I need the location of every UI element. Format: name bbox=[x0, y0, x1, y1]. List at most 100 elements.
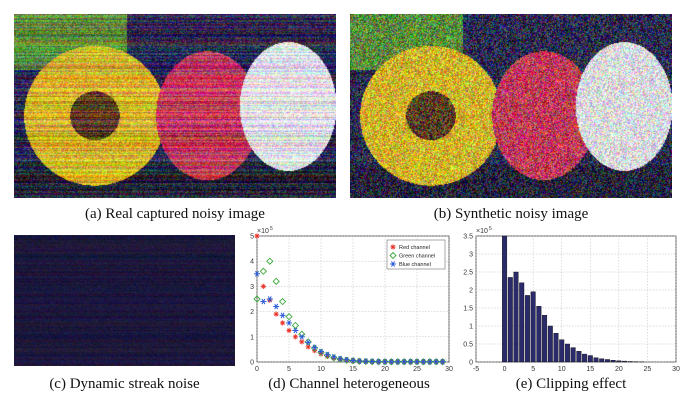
data-point bbox=[420, 358, 427, 365]
data-point bbox=[280, 320, 286, 326]
caption-d: (d) Channel heterogeneous bbox=[268, 376, 430, 392]
data-point bbox=[285, 313, 293, 321]
data-point bbox=[400, 358, 408, 366]
data-point bbox=[254, 233, 260, 239]
data-point bbox=[394, 358, 402, 366]
data-point bbox=[413, 358, 421, 366]
y-multiplier-exponent: 5 bbox=[489, 226, 492, 232]
histogram-bar bbox=[627, 361, 633, 363]
histogram-bar bbox=[513, 271, 519, 363]
data-point bbox=[362, 358, 369, 365]
data-point bbox=[356, 358, 363, 364]
histogram-bar bbox=[524, 295, 530, 363]
histogram-bar bbox=[502, 235, 508, 363]
histogram-bar bbox=[547, 325, 553, 363]
data-point bbox=[273, 303, 280, 310]
histogram-bar bbox=[582, 353, 588, 363]
data-point bbox=[292, 327, 299, 334]
x-tick-label: 30 bbox=[445, 366, 453, 373]
y-multiplier-label: ×10 bbox=[476, 228, 488, 235]
data-point bbox=[350, 357, 356, 364]
data-point bbox=[369, 358, 376, 365]
y-tick-label: 3.5 bbox=[463, 234, 473, 241]
y-multiplier-label: ×10 bbox=[257, 228, 269, 235]
streak-noise-image bbox=[14, 235, 235, 366]
clipping-effect-plot: -5 0 5 10 15 20 25 30 0 0.5 1 1.5 2 2.5 3 3.5 ×10 5 bbox=[460, 226, 682, 374]
data-point bbox=[330, 354, 337, 360]
data-point bbox=[389, 251, 397, 260]
data-point bbox=[438, 358, 447, 366]
data-point bbox=[305, 339, 312, 346]
data-point bbox=[254, 270, 260, 277]
x-tick-label: 20 bbox=[615, 366, 623, 373]
legend-entry: Red channel bbox=[399, 245, 430, 251]
channel-heterogeneous-plot: 0 5 10 15 20 25 30 0 1 2 3 4 5 ×10 5 Red channel Green c… bbox=[243, 226, 455, 374]
y-tick-label: 0 bbox=[469, 360, 473, 367]
y-tick-label: 3 bbox=[469, 252, 473, 259]
histogram-bar bbox=[530, 291, 536, 363]
data-point bbox=[291, 321, 300, 330]
data-point bbox=[433, 358, 440, 365]
x-tick-label: 15 bbox=[586, 366, 594, 373]
x-tick-label: -5 bbox=[473, 366, 479, 373]
histogram-bar bbox=[570, 347, 576, 363]
y-tick-label: 2.5 bbox=[463, 270, 473, 277]
histogram-bar bbox=[610, 359, 616, 363]
data-point bbox=[401, 358, 408, 365]
data-point bbox=[260, 283, 266, 289]
data-point bbox=[426, 358, 433, 365]
histogram-bar bbox=[553, 332, 559, 363]
data-point bbox=[292, 334, 298, 340]
data-point bbox=[279, 312, 286, 319]
data-point bbox=[299, 339, 305, 345]
synthetic-noisy-image bbox=[350, 14, 672, 198]
data-point bbox=[394, 358, 401, 365]
data-point bbox=[426, 358, 434, 366]
data-point bbox=[432, 358, 440, 366]
data-point bbox=[390, 244, 396, 250]
data-point bbox=[304, 338, 312, 346]
data-point bbox=[286, 327, 292, 334]
data-point bbox=[343, 356, 350, 363]
data-point bbox=[337, 355, 344, 362]
y-multiplier-exponent: 5 bbox=[270, 226, 273, 232]
histogram-bar bbox=[564, 343, 570, 363]
data-point bbox=[266, 296, 273, 302]
data-point bbox=[390, 261, 396, 267]
x-tick-label: 5 bbox=[287, 366, 291, 373]
data-point bbox=[406, 358, 415, 366]
histogram-bar bbox=[622, 360, 628, 363]
y-tick-label: 0.5 bbox=[463, 342, 473, 349]
data-point bbox=[286, 320, 292, 326]
data-point bbox=[387, 358, 396, 366]
data-point bbox=[439, 358, 446, 365]
data-point bbox=[382, 358, 388, 365]
data-point bbox=[419, 358, 428, 366]
histogram-bar bbox=[559, 339, 565, 363]
histogram-bar bbox=[519, 282, 525, 363]
y-tick-label: 2 bbox=[250, 309, 254, 316]
histogram-bar bbox=[604, 359, 610, 363]
histogram-bar bbox=[593, 357, 599, 363]
histogram-bar bbox=[587, 355, 593, 363]
y-tick-label: 1 bbox=[469, 324, 473, 331]
data-point bbox=[355, 357, 364, 365]
caption-c: (c) Dynamic streak noise bbox=[49, 376, 200, 392]
data-point bbox=[311, 344, 318, 351]
caption-a: (a) Real captured noisy image bbox=[85, 206, 265, 222]
caption-b: (b) Synthetic noisy image bbox=[433, 206, 589, 222]
legend-entry: Blue channel bbox=[399, 262, 431, 268]
histogram-bar bbox=[616, 360, 622, 363]
x-tick-label: 15 bbox=[349, 366, 357, 373]
histogram-bar bbox=[507, 277, 513, 363]
data-point bbox=[324, 351, 331, 358]
histogram-bar bbox=[536, 305, 542, 363]
legend-entry: Green channel bbox=[399, 254, 435, 260]
y-tick-label: 4 bbox=[250, 259, 254, 266]
y-tick-label: 1.5 bbox=[463, 306, 473, 313]
data-point bbox=[260, 298, 267, 305]
x-tick-label: 10 bbox=[317, 366, 325, 373]
x-tick-label: 10 bbox=[558, 366, 566, 373]
histogram-bar bbox=[599, 358, 605, 363]
histogram-bar bbox=[576, 350, 582, 363]
